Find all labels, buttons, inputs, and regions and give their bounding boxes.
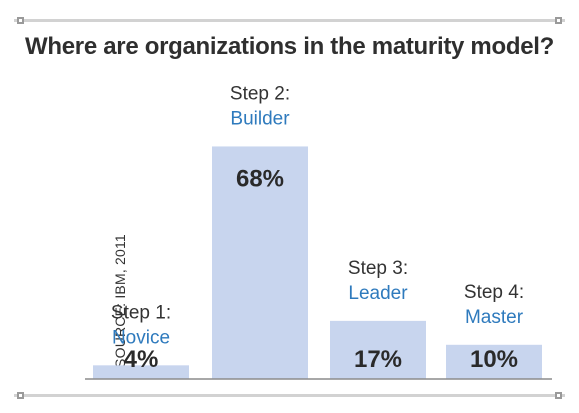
top-left-handle bbox=[17, 17, 24, 24]
category-label-builder: Step 2: bbox=[230, 83, 290, 104]
stage-name-leader: Leader bbox=[348, 283, 408, 304]
value-label-builder: 68% bbox=[236, 165, 284, 192]
category-label-novice: Step 1: bbox=[111, 302, 171, 323]
bottom-right-handle bbox=[555, 392, 562, 399]
bottom-left-handle bbox=[17, 392, 24, 399]
bottom-frame-rule bbox=[14, 394, 565, 397]
bars-layer bbox=[93, 146, 542, 379]
bar-builder bbox=[212, 146, 308, 379]
value-label-leader: 17% bbox=[354, 346, 402, 373]
stage-name-builder: Builder bbox=[230, 108, 290, 129]
value-label-novice: 4% bbox=[124, 346, 159, 373]
chart-title: Where are organizations in the maturity … bbox=[25, 33, 554, 60]
labels-layer: 4% Step 1: Novice 68% Step 2: Builder 17% Step … bbox=[111, 83, 524, 373]
top-right-handle bbox=[555, 17, 562, 24]
top-frame-rule bbox=[14, 19, 565, 22]
stage-name-novice: Novice bbox=[112, 327, 170, 348]
category-label-master: Step 4: bbox=[464, 282, 524, 303]
stage-name-master: Master bbox=[465, 307, 524, 328]
category-label-leader: Step 3: bbox=[348, 258, 408, 279]
value-label-master: 10% bbox=[470, 346, 518, 373]
bar-leader bbox=[330, 320, 426, 379]
bar-master bbox=[446, 344, 542, 379]
bar-novice bbox=[93, 365, 189, 379]
